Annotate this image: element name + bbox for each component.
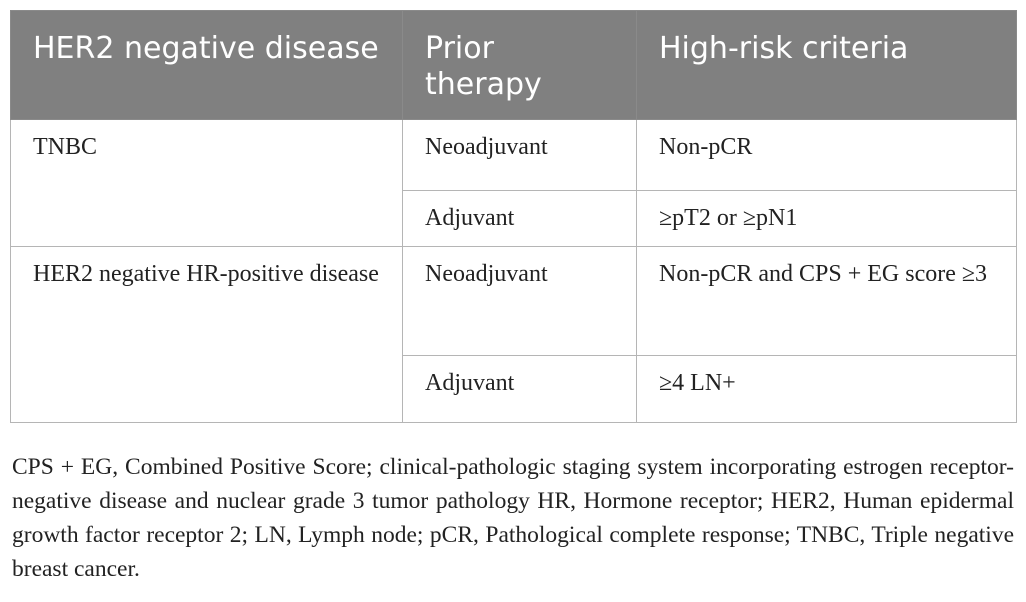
table-row: Adjuvant ≥pT2 or ≥pN1 bbox=[11, 190, 1017, 247]
header-high-risk-criteria: High-risk criteria bbox=[636, 10, 1017, 120]
therapy-cell: Adjuvant bbox=[402, 190, 637, 247]
table-row: TNBC Neoadjuvant Non-pCR bbox=[10, 119, 1017, 247]
criteria-table: HER2 negative disease Prior therapy High… bbox=[10, 10, 1017, 423]
header-disease: HER2 negative disease bbox=[10, 10, 403, 120]
therapy-cell: Neoadjuvant bbox=[402, 119, 637, 191]
disease-cell: HER2 negative HR-positive disease bbox=[10, 246, 403, 423]
criteria-cell: ≥pT2 or ≥pN1 bbox=[636, 190, 1017, 247]
header-row: HER2 negative disease Prior therapy High… bbox=[10, 10, 1017, 120]
header-prior-therapy: Prior therapy bbox=[402, 10, 637, 120]
criteria-cell: ≥4 LN+ bbox=[636, 355, 1017, 423]
criteria-cell: Non-pCR bbox=[636, 119, 1017, 191]
table-row: Adjuvant ≥4 LN+ bbox=[11, 355, 1017, 423]
disease-cell: TNBC bbox=[10, 119, 403, 247]
therapy-cell: Neoadjuvant bbox=[402, 246, 637, 356]
table-row: HER2 negative HR-positive disease Neoadj… bbox=[10, 246, 1017, 423]
therapy-cell: Adjuvant bbox=[402, 355, 637, 423]
criteria-cell: Non-pCR and CPS + EG score ≥3 bbox=[636, 246, 1017, 356]
table-footnote: CPS + EG, Combined Positive Score; clini… bbox=[12, 454, 1014, 582]
